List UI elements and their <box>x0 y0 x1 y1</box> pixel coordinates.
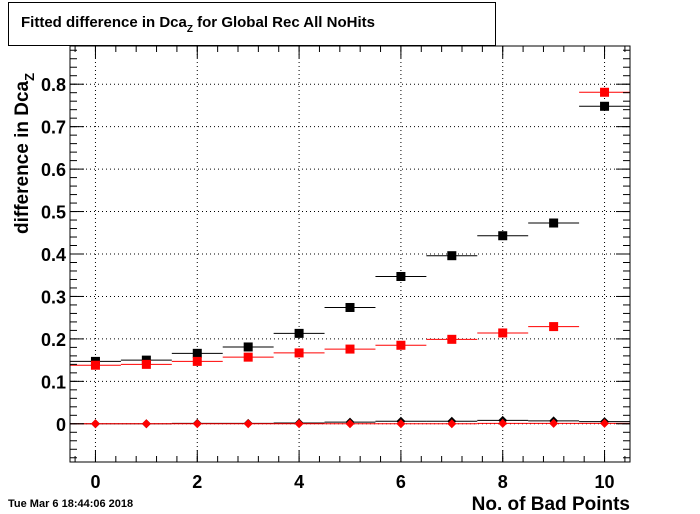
x-tick-label: 2 <box>192 472 202 492</box>
data-point <box>345 419 355 429</box>
y-tick-label: 0.4 <box>41 245 66 265</box>
data-point <box>396 419 406 429</box>
data-point <box>600 87 610 97</box>
y-tick-label: 0.2 <box>41 330 66 350</box>
y-tick-label: 0.5 <box>41 203 66 223</box>
grid <box>70 46 630 462</box>
series-1 <box>70 87 630 370</box>
data-point <box>294 328 304 338</box>
data-point <box>549 418 559 428</box>
y-tick-label: 0 <box>56 415 66 435</box>
y-tick-label: 0.3 <box>41 287 66 307</box>
data-point <box>141 359 151 369</box>
x-tick-label: 6 <box>396 472 406 492</box>
title-box: Fitted difference in DcaZ for Global Rec… <box>8 2 496 46</box>
y-tick-label: 0.7 <box>41 118 66 138</box>
data-point <box>600 101 610 111</box>
chart-title: Fitted difference in DcaZ for Global Rec… <box>21 14 375 35</box>
data-point <box>498 328 508 338</box>
data-point <box>447 251 457 261</box>
data-point <box>396 271 406 281</box>
data-point <box>243 419 253 429</box>
data-point <box>549 322 559 332</box>
data-point <box>345 344 355 354</box>
y-tick-label: 0.1 <box>41 372 66 392</box>
data-point <box>243 342 253 352</box>
data-point <box>90 360 100 370</box>
data-point <box>345 302 355 312</box>
x-tick-label: 8 <box>498 472 508 492</box>
data-point <box>192 356 202 366</box>
data-point <box>192 348 202 358</box>
series-3 <box>70 418 630 429</box>
data-point <box>141 419 151 429</box>
data-point <box>90 419 100 429</box>
data-point <box>447 334 457 344</box>
data-point <box>396 340 406 350</box>
data-point <box>294 348 304 358</box>
y-tick-label: 0.8 <box>41 75 66 95</box>
data-point <box>294 419 304 429</box>
timestamp: Tue Mar 6 18:44:06 2018 <box>8 498 134 510</box>
x-axis-title: No. of Bad Points <box>472 494 630 514</box>
x-tick-label: 0 <box>90 472 100 492</box>
data-layer <box>70 87 630 429</box>
x-tick-label: 10 <box>595 472 615 492</box>
data-point <box>243 352 253 362</box>
data-point <box>549 218 559 228</box>
data-point <box>600 418 610 428</box>
y-axis-title: difference in DcaZ <box>12 73 37 234</box>
data-point <box>498 231 508 241</box>
y-tick-label: 0.6 <box>41 160 66 180</box>
x-tick-label: 4 <box>294 472 304 492</box>
data-point <box>192 419 202 429</box>
series-0 <box>70 101 630 366</box>
data-point <box>498 418 508 428</box>
axis-ticks: 0 2 4 6 8 10 0 0.1 0.2 0.3 0.4 0.5 0.6 0.7 0.8 <box>41 46 630 492</box>
data-point <box>447 419 457 429</box>
